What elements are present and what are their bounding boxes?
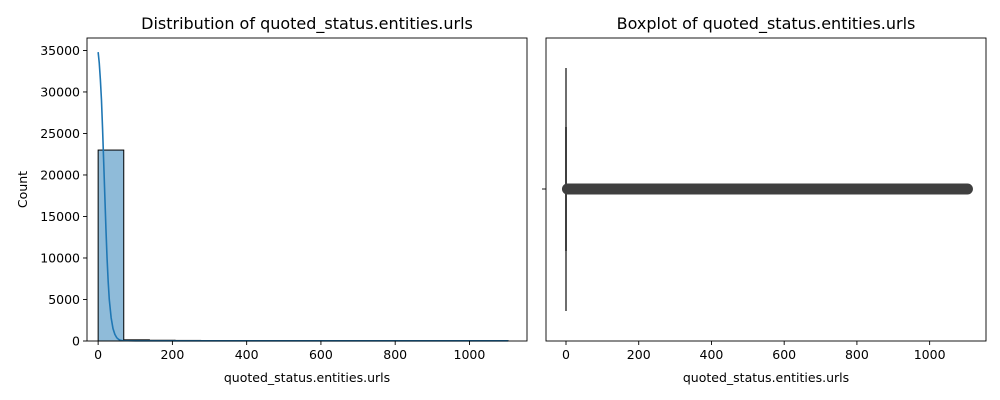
y-tick-label: 30000 [40, 84, 80, 99]
x-tick-label: 400 [235, 347, 259, 362]
histogram-plot-frame [86, 37, 528, 342]
y-tick-label: 10000 [40, 250, 80, 265]
y-tick-label: 15000 [40, 209, 80, 224]
y-tick-label: 35000 [40, 43, 80, 58]
y-tick-label: 25000 [40, 126, 80, 141]
histogram-x-axis-label: quoted_status.entities.urls [224, 370, 390, 385]
histogram-y-axis-label: Count [15, 171, 30, 208]
x-tick-label: 1000 [454, 347, 486, 362]
x-tick-label: 800 [845, 347, 869, 362]
x-tick-label: 0 [562, 347, 570, 362]
x-axis-ticks: 0 200 400 600 800 1000 [94, 341, 485, 362]
y-tick-label: 20000 [40, 167, 80, 182]
y-tick-label: 5000 [48, 292, 80, 307]
x-tick-label: 200 [160, 347, 184, 362]
y-axis-ticks: 0 5000 10000 15000 20000 25000 30000 35000 [40, 43, 87, 349]
y-tick-label: 0 [72, 334, 80, 349]
x-tick-label: 400 [700, 347, 724, 362]
boxplot-plot-frame [545, 37, 987, 342]
kde-line [97, 52, 509, 342]
histogram-title: Distribution of quoted_status.entities.u… [141, 14, 473, 34]
boxplot-title: Boxplot of quoted_status.entities.urls [617, 14, 916, 34]
x-tick-label: 800 [383, 347, 407, 362]
x-tick-label: 600 [309, 347, 333, 362]
histogram-panel: Distribution of quoted_status.entities.u… [15, 14, 528, 385]
histogram-bars [97, 149, 509, 342]
x-tick-label: 1000 [914, 347, 946, 362]
x-tick-label: 200 [627, 347, 651, 362]
x-tick-label: 0 [94, 347, 102, 362]
boxplot-panel: Boxplot of quoted_status.entities.urls 0… [542, 14, 987, 385]
boxplot-x-axis-label: quoted_status.entities.urls [683, 370, 849, 385]
boxplot-x-axis-ticks: 0 200 400 600 800 1000 [562, 341, 946, 362]
x-tick-label: 600 [772, 347, 796, 362]
